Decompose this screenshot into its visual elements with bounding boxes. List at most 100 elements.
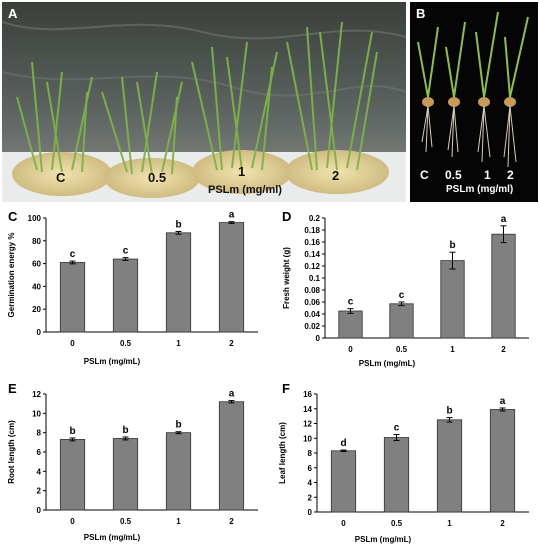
chart-fresh-weight: 0 0.02 0.04 0.06 0.08 0.1 0.12 0.14 0.16 0.18 0.2 c… (282, 214, 529, 368)
significance-letter: b (446, 406, 452, 417)
x-tick-label: 0.5 (396, 345, 408, 354)
significance-letter: b (69, 426, 75, 437)
seedling-label-c: C (420, 168, 429, 182)
panel-b-photo (410, 2, 538, 202)
y-tick-label: 2 (37, 487, 42, 496)
significance-letter: c (399, 290, 405, 301)
y-tick-label: 0.12 (304, 262, 320, 271)
significance-letter: a (229, 210, 235, 221)
significance-letter: c (348, 297, 354, 308)
x-tick-label: 0 (348, 345, 353, 354)
panel-d-letter: D (282, 209, 292, 224)
y-tick-label: 4 (37, 467, 42, 476)
y-axis-label: Root length (cm) (7, 420, 16, 484)
bar (165, 232, 192, 333)
panel-e-letter: E (8, 381, 17, 396)
bar (59, 262, 86, 333)
y-axis-label: Fresh weight (g) (282, 247, 291, 309)
bar (383, 437, 410, 513)
y-axis-label: Germination energy % (7, 233, 16, 318)
panel-a-photo (2, 2, 406, 202)
bar (436, 419, 463, 513)
y-tick-label: 60 (32, 260, 41, 269)
y-tick-label: 14 (303, 405, 312, 414)
x-axis-label: PSLm (mg/mL) (355, 535, 412, 544)
x-axis-label: PSLm (mg/mL) (84, 533, 141, 542)
x-axis-label: PSLm (mg/mL) (359, 359, 416, 368)
significance-letter: a (500, 396, 506, 407)
significance-letter: b (175, 219, 181, 230)
y-tick-label: 6 (308, 464, 313, 473)
y-tick-label: 0.02 (304, 322, 320, 331)
significance-letter: a (501, 214, 507, 225)
x-tick-label: 2 (229, 517, 234, 526)
y-tick-label: 4 (308, 479, 313, 488)
seedling-label-0-5: 0.5 (445, 168, 462, 182)
bar (112, 438, 139, 511)
x-tick-label: 1 (450, 345, 455, 354)
panel-c-letter: C (8, 209, 18, 224)
x-tick-label: 1 (447, 519, 452, 528)
dish-label-2: 2 (332, 168, 340, 183)
y-tick-label: 12 (32, 390, 41, 399)
panel-a-letter: A (8, 6, 18, 21)
bar (165, 432, 192, 511)
significance-letter: b (449, 240, 455, 251)
y-tick-label: 2 (308, 493, 313, 502)
significance-letter: c (394, 423, 400, 434)
significance-letter: d (340, 438, 346, 449)
bar (218, 401, 245, 511)
y-tick-label: 0 (316, 334, 321, 343)
bar (491, 233, 516, 339)
bar (338, 310, 363, 339)
panel-a-caption: PSLm (mg/ml) (208, 184, 282, 196)
y-tick-label: 0.06 (304, 298, 320, 307)
bar (59, 439, 86, 511)
significance-letter: b (122, 425, 128, 436)
seedling-label-1: 1 (484, 168, 491, 182)
y-tick-label: 8 (37, 429, 42, 438)
y-tick-label: 16 (303, 390, 312, 399)
y-tick-label: 0 (37, 506, 42, 515)
x-tick-label: 1 (176, 517, 181, 526)
y-tick-label: 80 (32, 237, 41, 246)
y-tick-label: 0.08 (304, 286, 320, 295)
y-tick-label: 0 (308, 508, 313, 517)
x-tick-label: 0 (70, 339, 75, 348)
y-tick-label: 0.16 (304, 238, 320, 247)
x-tick-label: 0.5 (391, 519, 403, 528)
y-tick-label: 6 (37, 448, 42, 457)
x-tick-label: 0.5 (120, 339, 132, 348)
seedling-label-2: 2 (507, 168, 514, 182)
y-tick-label: 10 (303, 434, 312, 443)
y-tick-label: 10 (32, 409, 41, 418)
y-tick-label: 0 (37, 328, 42, 337)
x-tick-label: 0.5 (120, 517, 132, 526)
panel-f-letter: F (282, 381, 290, 396)
significance-letter: c (70, 249, 76, 260)
panel-b-letter: B (416, 6, 426, 21)
bar (489, 409, 516, 513)
chart-germination-energy: 0 20 40 60 80 100 c 0 c 0.5 b 1 a 2 PSLm (mg/mL) Germin… (7, 210, 258, 366)
x-tick-label: 0 (70, 517, 75, 526)
y-tick-label: 0.1 (309, 274, 321, 283)
x-tick-label: 1 (176, 339, 181, 348)
significance-letter: a (229, 389, 235, 400)
y-tick-label: 0.2 (309, 214, 321, 223)
significance-letter: c (123, 246, 129, 257)
bar (440, 260, 465, 339)
y-tick-label: 100 (28, 214, 42, 223)
chart-root-length: 0 2 4 6 8 10 12 b 0 b 0.5 b 1 a 2 PSLm (mg/mL) Root leng… (7, 389, 258, 542)
x-tick-label: 0 (341, 519, 346, 528)
x-tick-label: 2 (229, 339, 234, 348)
x-axis-label: PSLm (mg/mL) (84, 357, 141, 366)
y-tick-label: 20 (32, 305, 41, 314)
significance-letter: b (175, 420, 181, 431)
x-tick-label: 2 (500, 519, 505, 528)
bar (218, 222, 245, 333)
bar (330, 450, 357, 513)
x-tick-label: 2 (501, 345, 506, 354)
y-tick-label: 8 (308, 449, 313, 458)
chart-leaf-length: 0 2 4 6 8 10 12 14 16 d 0 c 0.5 b 1 a 2 PSLm (mg/mL) Leaf … (278, 390, 529, 544)
bar (112, 258, 139, 333)
